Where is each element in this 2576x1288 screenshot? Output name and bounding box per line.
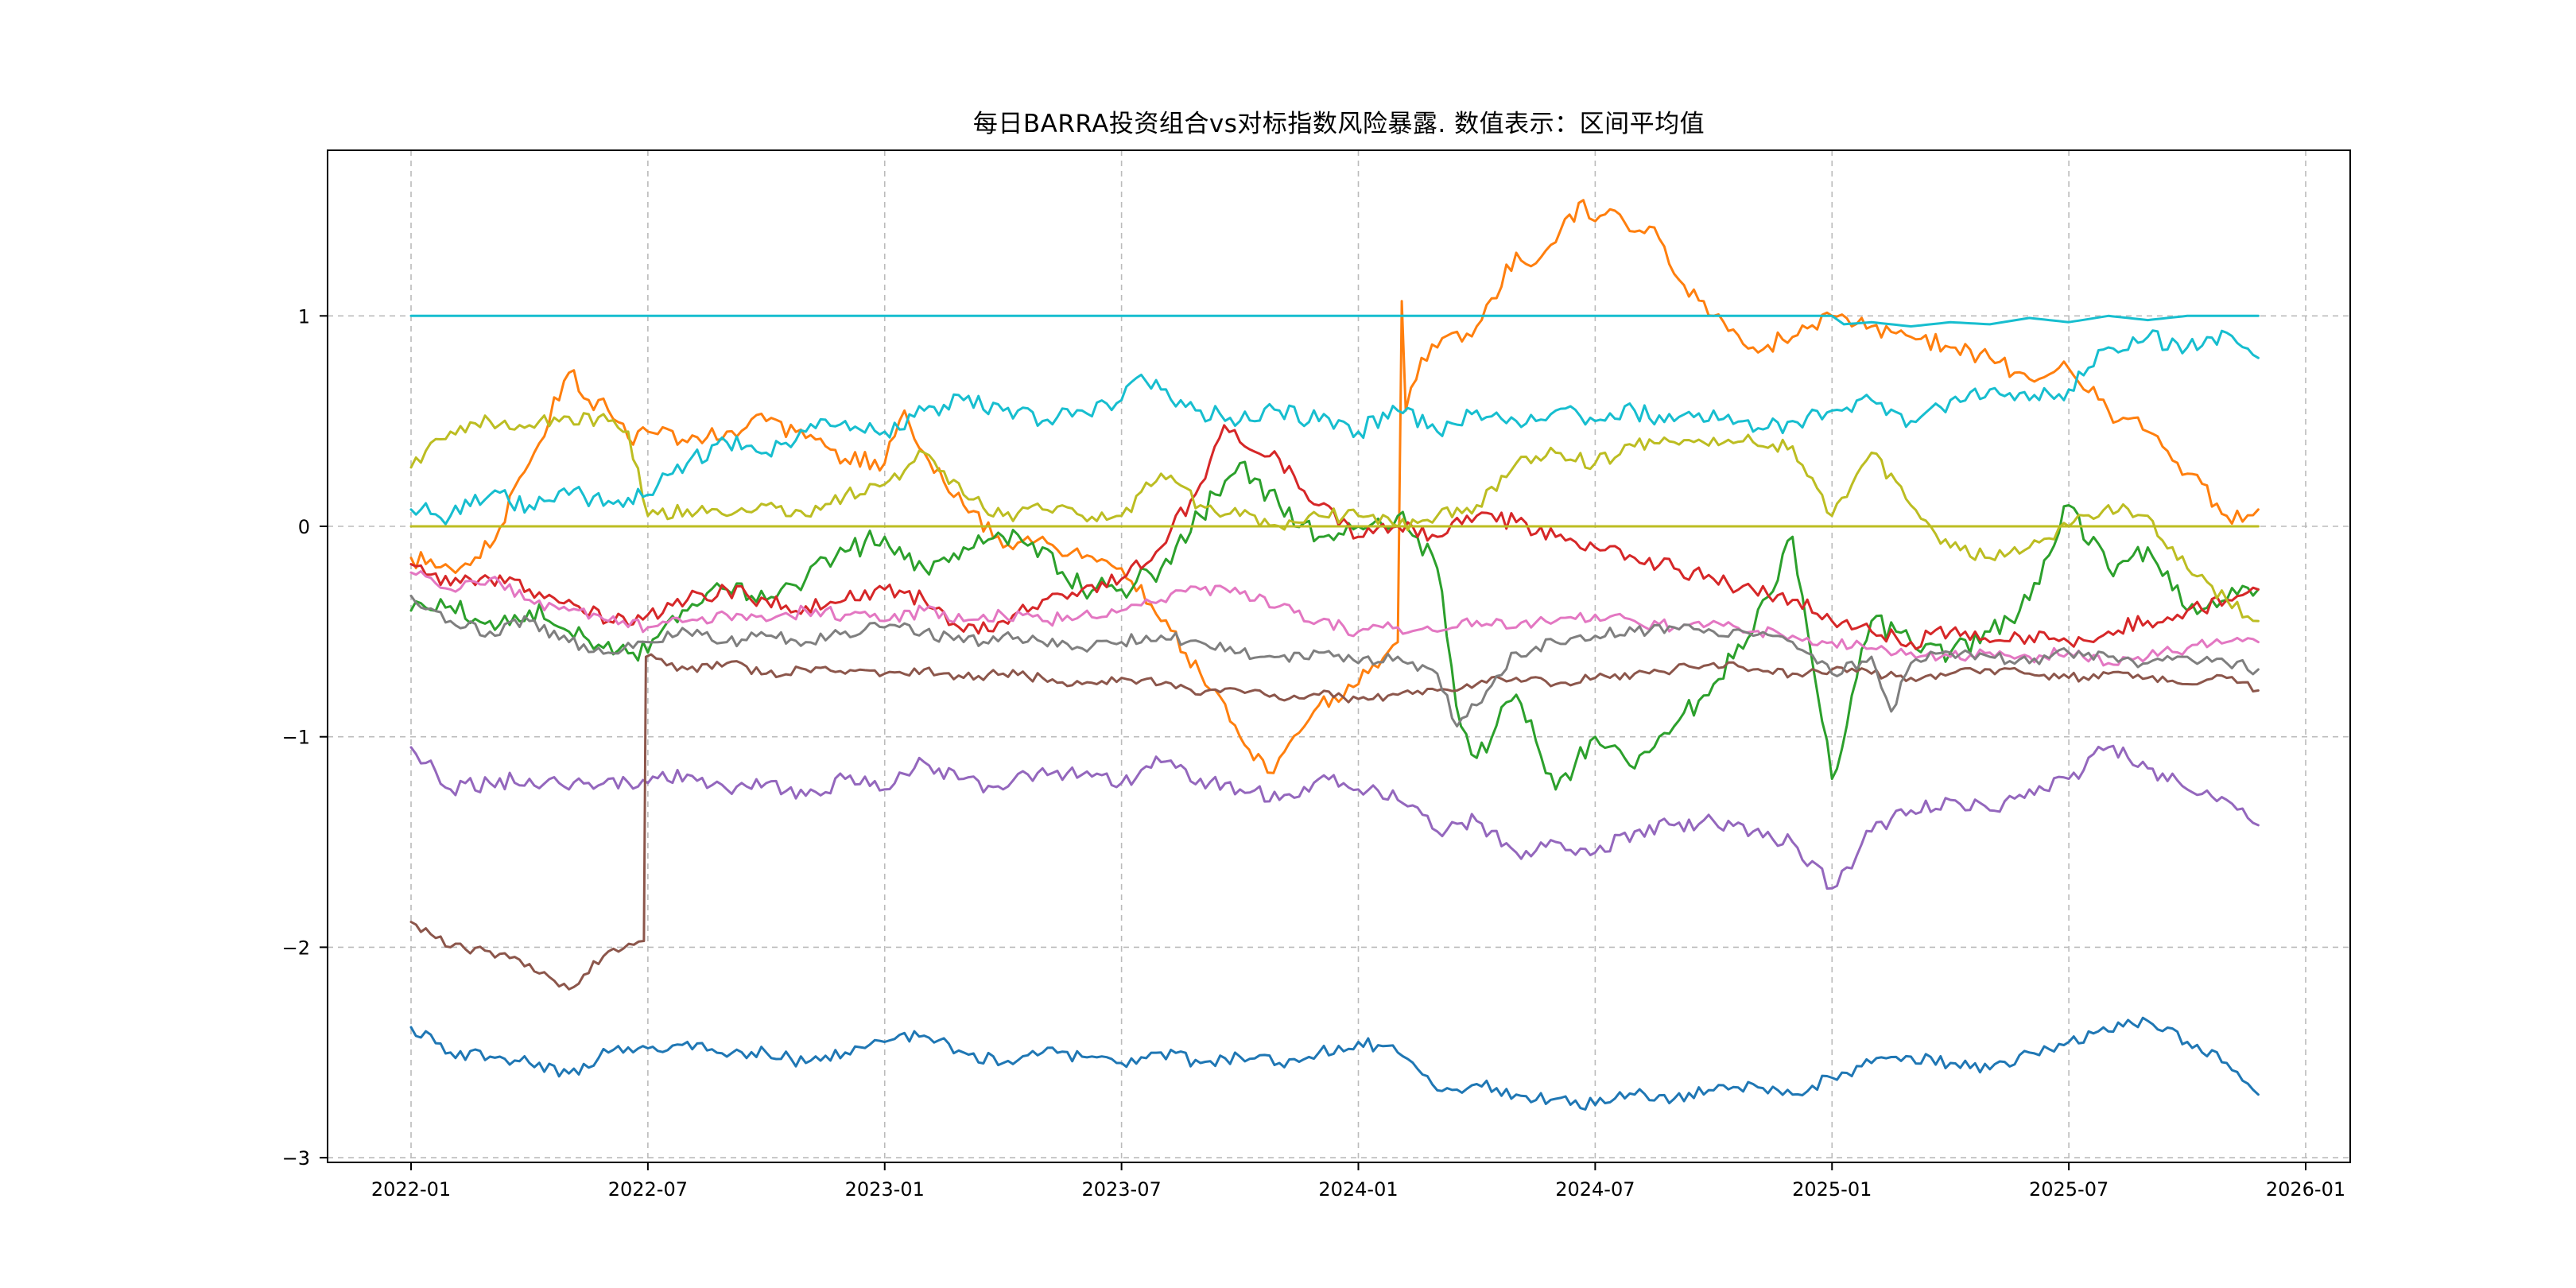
series-brown-line bbox=[409, 653, 2260, 991]
x-tick-label: 2025-07 bbox=[2029, 1178, 2109, 1201]
x-tick-label: 2024-01 bbox=[1318, 1178, 1398, 1201]
y-tick-label: −2 bbox=[282, 937, 310, 959]
plot-border bbox=[327, 149, 2351, 1163]
y-tick-label: 1 bbox=[298, 305, 310, 328]
series-olive-line bbox=[409, 412, 2260, 623]
chart-title: 每日BARRA投资组合vs对标指数风险暴露. 数值表示：区间平均值 bbox=[972, 110, 1705, 138]
y-tick-label: 0 bbox=[298, 516, 310, 538]
series-pink-line bbox=[409, 570, 2260, 667]
series-gray-line bbox=[409, 594, 2260, 727]
x-tick-label: 2022-01 bbox=[371, 1178, 451, 1201]
series-blue-line bbox=[409, 1016, 2260, 1111]
series-purple-line bbox=[409, 744, 2260, 890]
series-cyan-flat-line bbox=[409, 314, 2260, 328]
series-orange-line bbox=[409, 199, 2260, 774]
x-tick-label: 2023-07 bbox=[1081, 1178, 1161, 1201]
x-tick-label: 2022-07 bbox=[608, 1178, 688, 1201]
x-tick-label: 2026-01 bbox=[2266, 1178, 2345, 1201]
y-tick-label: −3 bbox=[282, 1147, 310, 1170]
x-tick-label: 2023-01 bbox=[845, 1178, 925, 1201]
x-tick-label: 2024-07 bbox=[1555, 1178, 1635, 1201]
y-tick-label: −1 bbox=[282, 727, 310, 749]
x-tick-label: 2025-01 bbox=[1792, 1178, 1872, 1201]
series-group bbox=[409, 199, 2260, 1111]
series-cyan-line bbox=[409, 329, 2260, 526]
